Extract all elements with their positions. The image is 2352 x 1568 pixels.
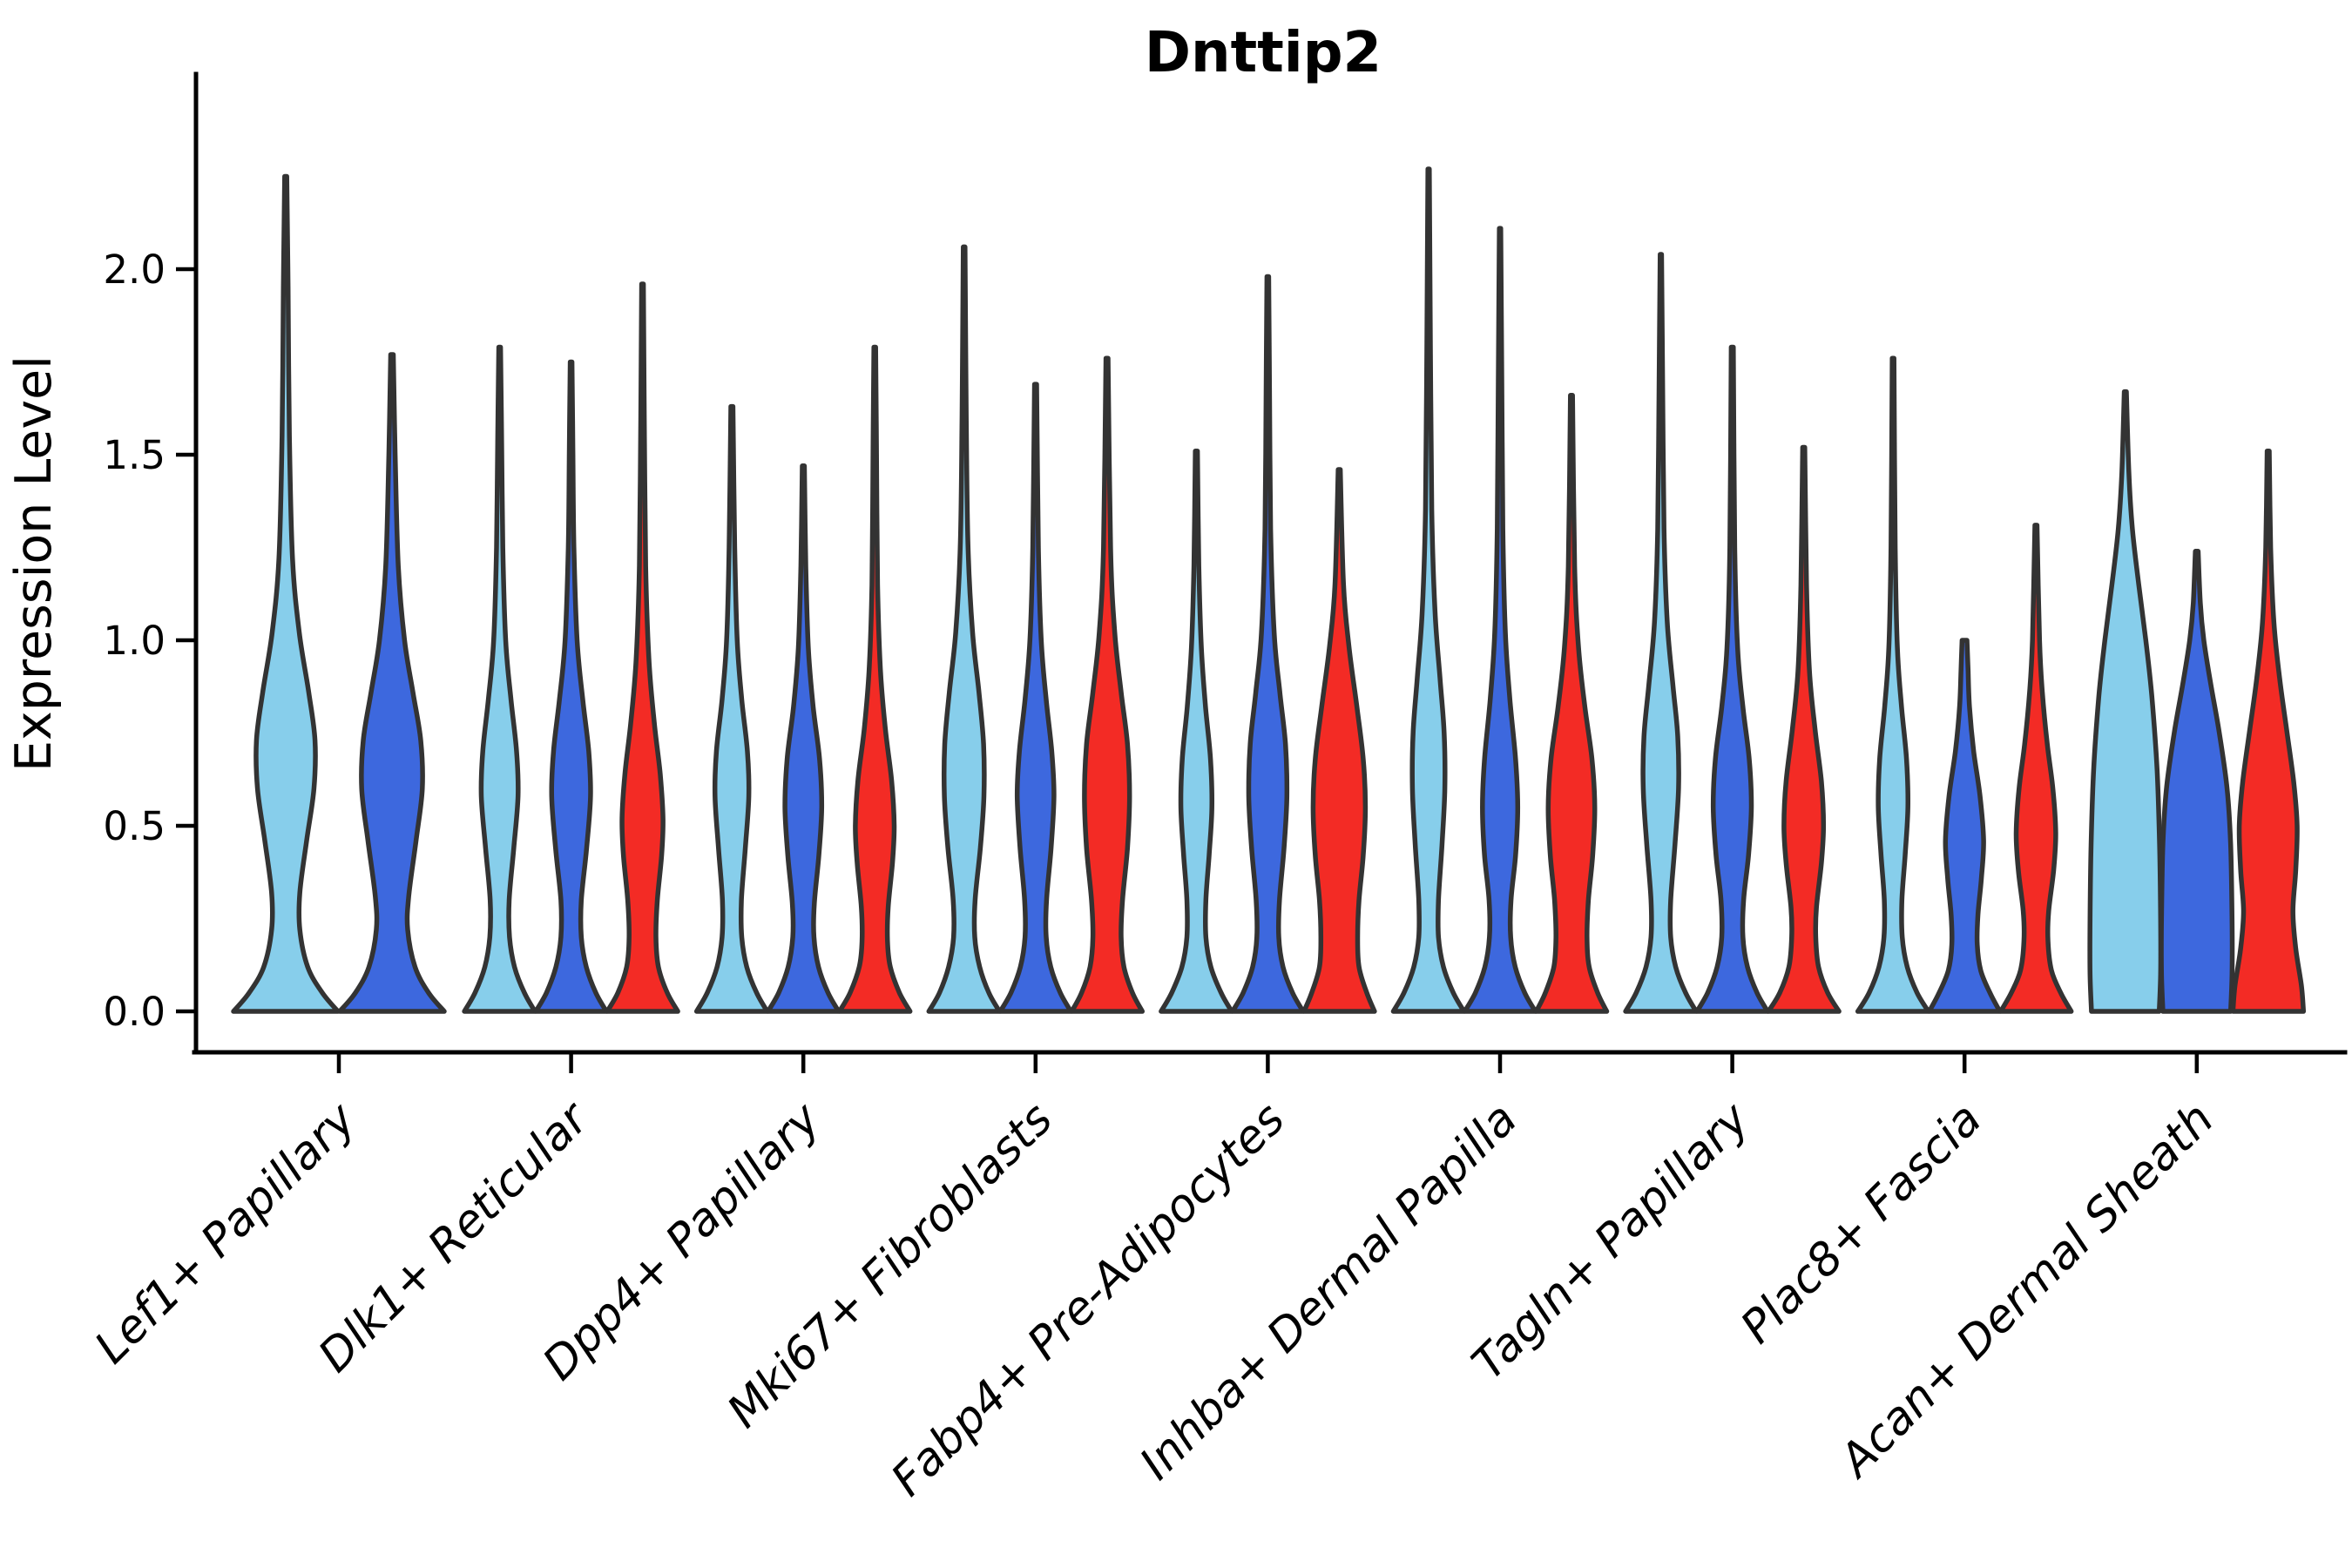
y-tick-label: 0.5 bbox=[103, 803, 166, 849]
violin-4-light_blue bbox=[1159, 448, 1234, 1014]
violin-6-light_blue bbox=[1623, 252, 1699, 1014]
violin-0-dark_blue bbox=[337, 352, 447, 1014]
violin-1-light_blue bbox=[462, 344, 537, 1014]
x-tick-label: Plac8+ Fascia bbox=[1731, 1093, 1991, 1354]
violin-3-red bbox=[1069, 355, 1146, 1014]
violin-7-light_blue bbox=[1855, 355, 1931, 1014]
violin-7-dark_blue bbox=[1926, 638, 2003, 1014]
violin-6-dark_blue bbox=[1694, 344, 1770, 1014]
violin-2-light_blue bbox=[693, 403, 770, 1014]
y-tick-label: 0.0 bbox=[103, 989, 166, 1035]
x-tick-label: Fabp4+ Pre-Adipocytes bbox=[882, 1093, 1295, 1507]
x-tick-label: Acan+ Dermal Sheath bbox=[1828, 1093, 2224, 1489]
violin-2-dark_blue bbox=[765, 463, 841, 1014]
violin-5-light_blue bbox=[1390, 166, 1467, 1014]
violin-3-dark_blue bbox=[997, 382, 1074, 1014]
x-tick-label: Inhba+ Dermal Papilla bbox=[1130, 1093, 1527, 1490]
violin-1-dark_blue bbox=[533, 359, 609, 1014]
violin-5-red bbox=[1533, 393, 1610, 1014]
violin-3-light_blue bbox=[926, 244, 1003, 1014]
violin-2-red bbox=[836, 344, 913, 1014]
y-tick-label: 1.5 bbox=[103, 432, 166, 478]
violin-0-light_blue bbox=[231, 173, 341, 1014]
violin-8-red bbox=[2230, 448, 2307, 1014]
violin-4-dark_blue bbox=[1230, 274, 1306, 1014]
y-tick-label: 1.0 bbox=[103, 618, 166, 664]
violin-1-red bbox=[605, 281, 680, 1014]
violin-8-dark_blue bbox=[2159, 549, 2235, 1014]
violin-8-light_blue bbox=[2087, 389, 2164, 1014]
chart-title: Dnttip2 bbox=[1145, 21, 1382, 85]
violins-layer bbox=[231, 166, 2307, 1014]
violin-6-red bbox=[1766, 444, 1842, 1014]
y-tick-label: 2.0 bbox=[103, 247, 166, 293]
violin-5-dark_blue bbox=[1462, 226, 1538, 1014]
violin-4-red bbox=[1301, 467, 1377, 1014]
y-axis-title: Expression Level bbox=[5, 355, 63, 772]
violin-7-red bbox=[1997, 523, 2074, 1014]
